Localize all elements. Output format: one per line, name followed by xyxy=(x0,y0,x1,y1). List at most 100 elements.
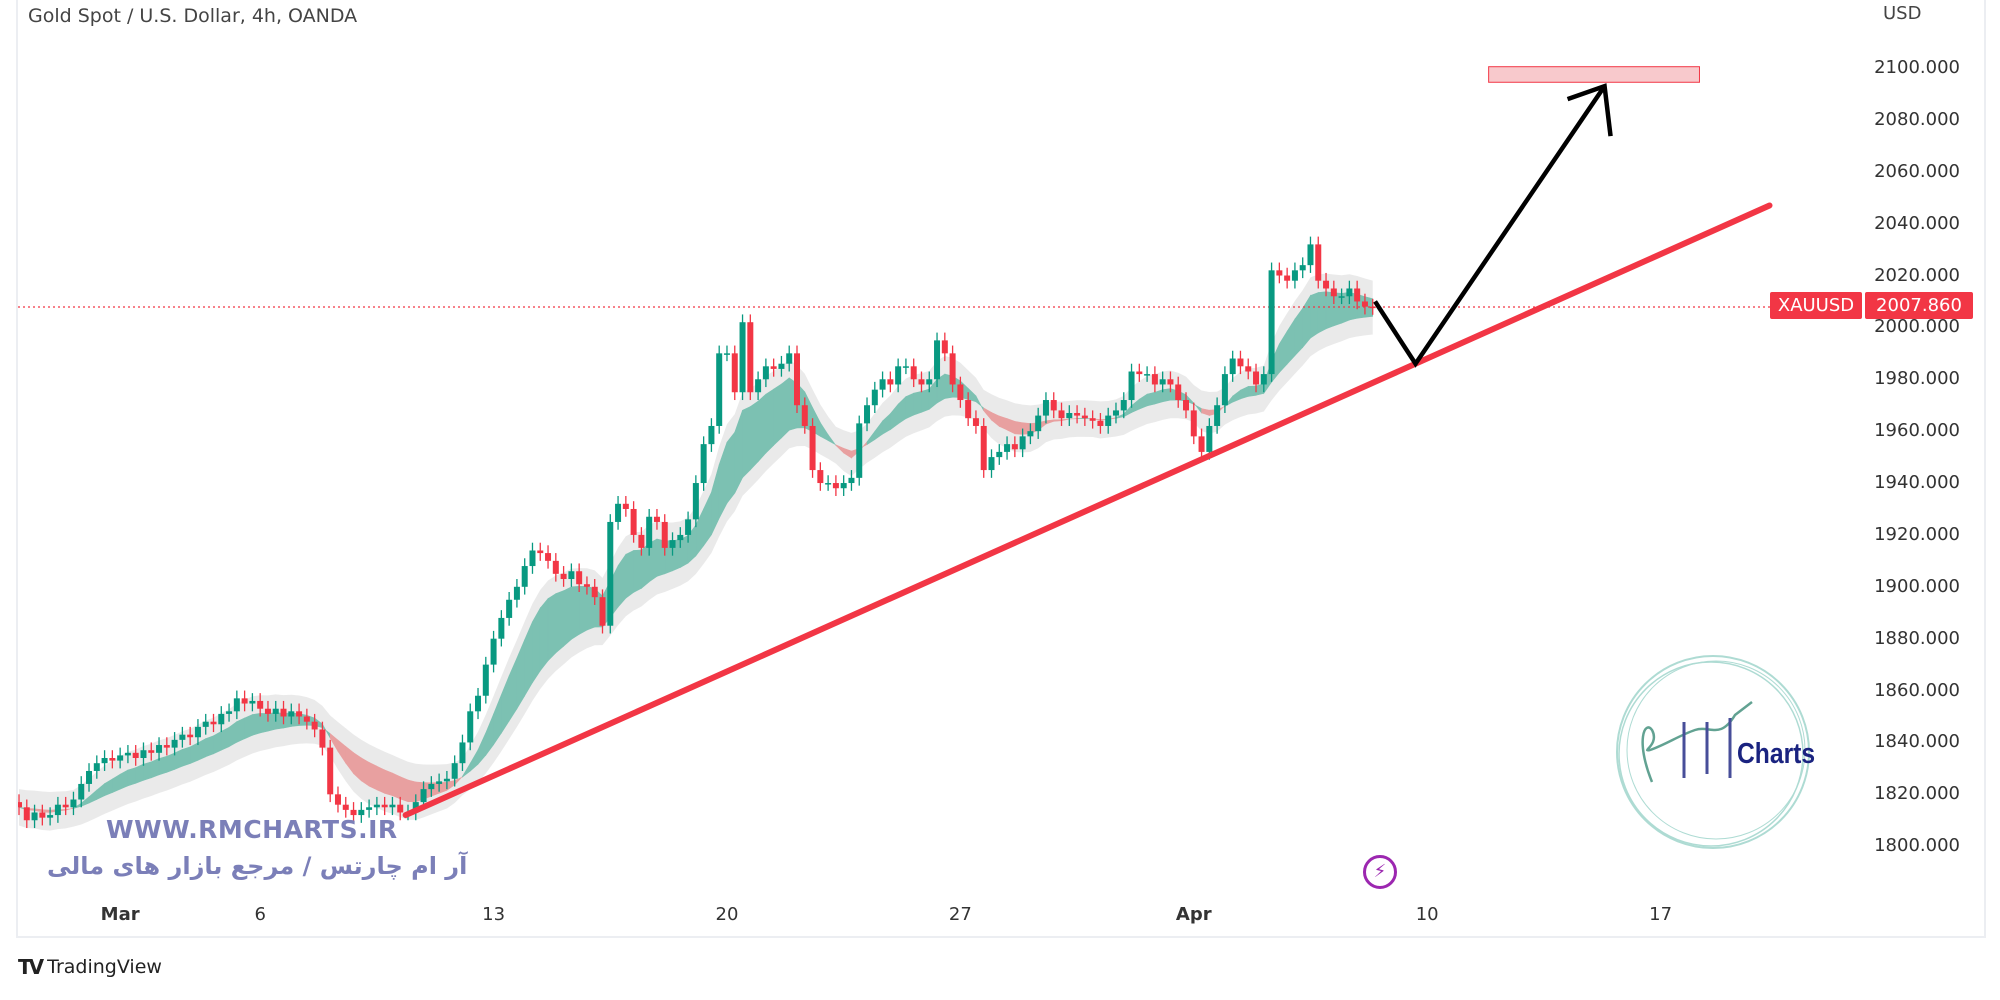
candle-body xyxy=(264,708,271,714)
candle-body xyxy=(93,763,100,771)
candle-body xyxy=(700,444,707,484)
candle-body xyxy=(840,483,847,489)
candle-body xyxy=(171,739,178,748)
candle-body xyxy=(86,770,93,784)
candle-body xyxy=(1276,270,1283,276)
candle-body xyxy=(786,353,793,364)
candle-body xyxy=(1260,374,1267,385)
candle-body xyxy=(467,711,474,743)
candle-body xyxy=(1128,371,1135,401)
candle-body xyxy=(1330,288,1337,297)
candle-body xyxy=(1097,420,1104,426)
currency-label: USD xyxy=(1883,3,1922,24)
candle xyxy=(226,703,233,722)
candle-body xyxy=(607,521,614,626)
logo-text: Charts xyxy=(1737,738,1816,770)
time-tick-label: 20 xyxy=(715,904,739,925)
candle-body xyxy=(864,405,871,424)
candle-body xyxy=(1354,288,1361,302)
candle-body xyxy=(848,477,855,484)
candle-body xyxy=(1253,371,1260,385)
candle xyxy=(475,687,482,720)
candle xyxy=(1035,407,1042,439)
candle xyxy=(840,475,847,497)
candle xyxy=(902,358,909,375)
price-tick-label: 1900.000 xyxy=(1874,575,1960,597)
candle xyxy=(233,690,240,720)
candle-body xyxy=(1175,384,1182,401)
candle-body xyxy=(39,812,46,818)
candle-body xyxy=(669,540,676,548)
candle-body xyxy=(358,809,365,816)
candle xyxy=(568,563,575,587)
candle xyxy=(156,737,163,761)
candle xyxy=(1346,280,1353,305)
candle-body xyxy=(1074,413,1081,416)
symbol-tag: XAUUSD xyxy=(1770,292,1862,319)
candle-body xyxy=(1206,425,1213,452)
candle xyxy=(280,700,287,725)
candle xyxy=(490,630,497,673)
candle-body xyxy=(70,799,77,808)
candle-body xyxy=(591,586,598,598)
candle-body xyxy=(1058,410,1065,419)
candle xyxy=(1299,257,1306,279)
candle xyxy=(529,542,536,574)
candle-body xyxy=(731,353,738,393)
candle-body xyxy=(1089,418,1096,421)
candle-body xyxy=(47,815,54,818)
candle xyxy=(770,358,777,377)
candle xyxy=(677,527,684,548)
candle-body xyxy=(366,807,373,810)
candle-body xyxy=(31,812,38,821)
candle-body xyxy=(996,451,1003,458)
trendline xyxy=(402,202,1773,819)
candle-body xyxy=(1338,296,1345,298)
candle xyxy=(755,371,762,401)
candle xyxy=(887,371,894,393)
rm-charts-logo xyxy=(1616,655,1810,849)
candle xyxy=(1198,428,1205,460)
price-tick-label: 2040.000 xyxy=(1874,212,1960,234)
candle-body xyxy=(801,405,808,426)
candle-body xyxy=(498,617,505,639)
candle xyxy=(980,418,987,478)
candle xyxy=(1183,392,1189,419)
candle-body xyxy=(334,794,341,805)
candle xyxy=(941,332,948,362)
candle-body xyxy=(389,804,396,808)
candle-body xyxy=(436,781,443,784)
candle-body xyxy=(1284,275,1291,281)
time-tick-label: Mar xyxy=(100,904,140,925)
chart-frame xyxy=(16,0,1986,938)
candle-body xyxy=(342,804,349,810)
candle-body xyxy=(482,664,489,696)
candle-body xyxy=(661,521,668,548)
candle-body xyxy=(965,400,972,419)
candle xyxy=(1144,366,1151,382)
candle xyxy=(661,514,668,556)
candle xyxy=(303,708,310,730)
candle xyxy=(47,807,54,826)
candle-body xyxy=(583,584,590,587)
lightning-icon[interactable]: ⚡ xyxy=(1363,855,1397,889)
candle-body xyxy=(1144,374,1151,376)
candle xyxy=(615,496,622,530)
candle-body xyxy=(957,384,964,401)
candle-body xyxy=(1167,379,1174,385)
candle xyxy=(467,703,474,751)
candle xyxy=(988,449,995,478)
candle-body xyxy=(770,366,777,369)
tradingview-brand[interactable]: TV TradingView xyxy=(18,955,162,979)
candle xyxy=(1050,392,1057,419)
candle-body xyxy=(537,550,544,554)
candle-body xyxy=(1323,280,1330,289)
price-tick-label: 1960.000 xyxy=(1874,420,1960,442)
candle-body xyxy=(552,560,559,574)
drawings xyxy=(402,66,1773,819)
watermark-tagline: آر ام چارتس / مرجع بازار های مالی xyxy=(47,852,468,880)
time-tick-label: 17 xyxy=(1649,904,1673,925)
price-tick-label: 1840.000 xyxy=(1874,731,1960,753)
candle-body xyxy=(373,804,380,808)
